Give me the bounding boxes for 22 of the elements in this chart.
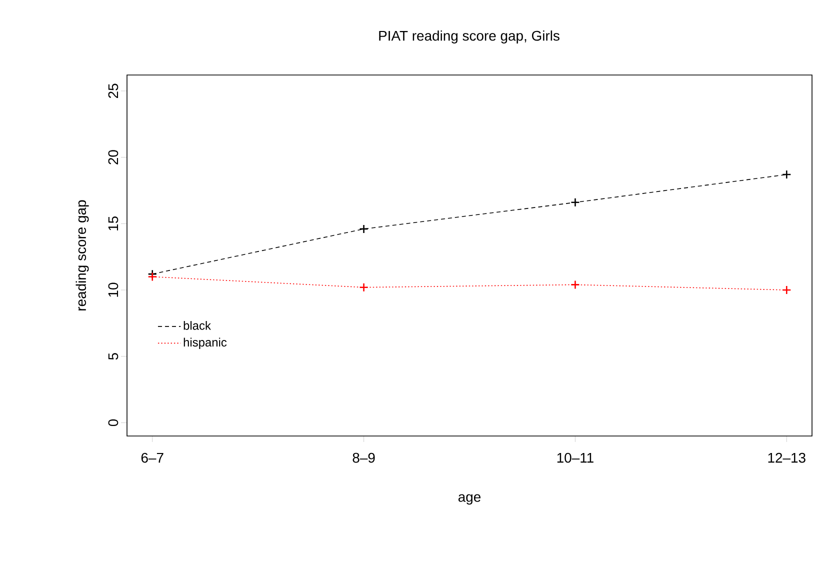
y-tick-label: 15 bbox=[108, 216, 118, 230]
y-tick-label: 5 bbox=[108, 353, 118, 360]
y-axis-title: reading score gap bbox=[76, 200, 89, 310]
x-tick-label: 12–13 bbox=[768, 452, 806, 463]
point bbox=[782, 170, 792, 180]
y-tick-label: 10 bbox=[108, 282, 118, 297]
x-tick-label: 6–7 bbox=[141, 452, 164, 463]
legend-label: hispanic bbox=[184, 338, 227, 349]
legend-label: black bbox=[184, 321, 211, 330]
point bbox=[148, 272, 158, 282]
x-axis-title: age bbox=[458, 494, 481, 505]
y-tick-label: 20 bbox=[108, 150, 118, 164]
y-tick-label: 25 bbox=[108, 84, 118, 98]
point bbox=[570, 280, 580, 290]
chart-title: PIAT reading score gap, Girls bbox=[379, 30, 560, 44]
y-tick-label: 0 bbox=[108, 419, 118, 426]
point bbox=[782, 285, 792, 295]
point bbox=[570, 198, 580, 208]
x-tick-label: 10–11 bbox=[557, 452, 594, 463]
point bbox=[359, 282, 368, 292]
x-tick-label: 8–9 bbox=[352, 452, 375, 463]
point bbox=[359, 224, 368, 234]
